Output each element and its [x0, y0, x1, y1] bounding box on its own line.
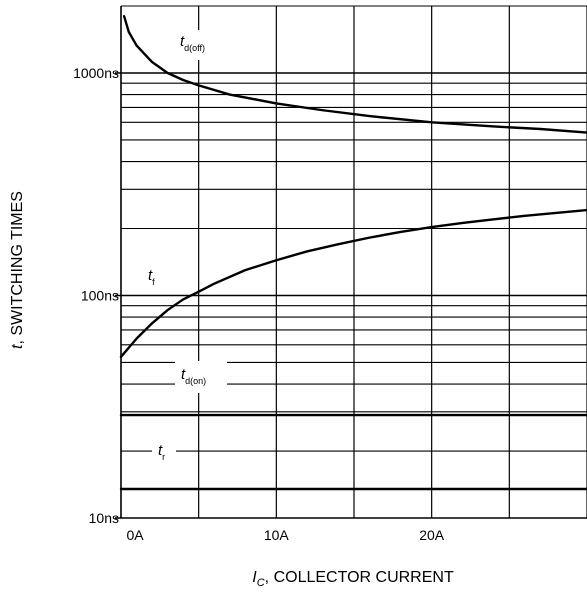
x-tick-label: 20A	[419, 527, 445, 543]
series-labels: td(off) tf td(on) tr	[142, 30, 236, 466]
series-lines	[119, 14, 587, 491]
x-tick-label: 0A	[126, 527, 144, 543]
series-label-bg	[175, 361, 227, 393]
series-label-f: tf	[148, 267, 155, 287]
y-tick-label: 10ns	[89, 510, 119, 526]
series-label-r: tr	[158, 442, 165, 462]
series-label-bg	[174, 30, 236, 60]
y-axis-label: t, SWITCHING TIMES	[9, 191, 26, 349]
x-tick-label: 10A	[264, 527, 290, 543]
series-label-bg	[152, 438, 176, 466]
x-axis-label: IC, COLLECTOR CURRENT	[252, 569, 454, 589]
grid	[115, 5, 587, 519]
y-tick-label: 1000ns	[73, 65, 119, 81]
series-line-doff	[122, 14, 587, 134]
series-label-doff: td(off)	[180, 33, 205, 53]
series-label-don: td(on)	[181, 366, 206, 386]
series-line-f	[119, 208, 587, 359]
y-tick-label: 100ns	[81, 287, 119, 303]
series-label-bg	[142, 264, 166, 292]
tick-labels: 0A 10A 20A 10ns 100ns 1000ns	[73, 65, 445, 543]
